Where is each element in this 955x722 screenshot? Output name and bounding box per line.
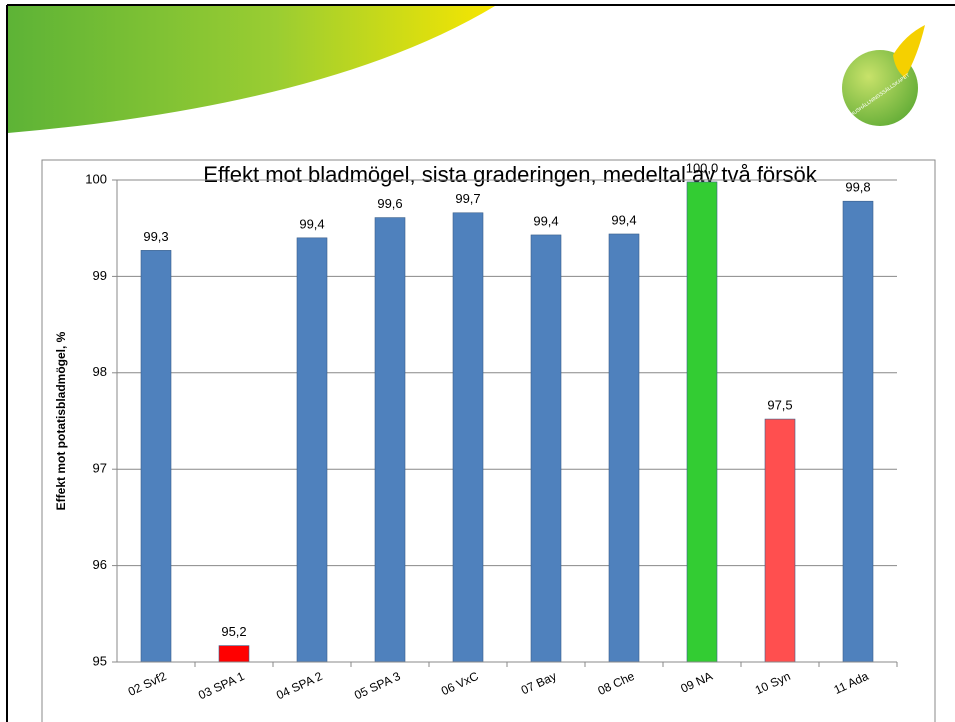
bar — [765, 419, 795, 662]
bar — [453, 213, 483, 662]
bar — [609, 234, 639, 662]
y-axis-title: Effekt mot potatisbladmögel, % — [54, 331, 68, 510]
y-tick-label: 95 — [93, 653, 107, 668]
value-label: 99,3 — [143, 229, 168, 244]
value-label: 99,4 — [299, 216, 324, 231]
bar — [219, 646, 249, 662]
value-label: 99,4 — [611, 212, 636, 227]
value-label: 99,4 — [533, 213, 558, 228]
bar — [297, 238, 327, 662]
value-label: 99,6 — [377, 196, 402, 211]
bar — [375, 218, 405, 662]
bar — [687, 182, 717, 662]
slide: HUSHÅLLNINGSSÄLLSKAPET Effekt mot bladmö… — [0, 0, 955, 722]
value-label: 97,5 — [767, 398, 792, 413]
y-tick-label: 98 — [93, 364, 107, 379]
value-label: 99,8 — [845, 180, 870, 195]
y-tick-label: 99 — [93, 268, 107, 283]
value-label: 100,0 — [686, 160, 719, 175]
y-tick-label: 100 — [85, 171, 107, 186]
bar — [843, 201, 873, 662]
y-tick-label: 96 — [93, 557, 107, 572]
value-label: 95,2 — [221, 624, 246, 639]
bar — [531, 235, 561, 662]
y-tick-label: 97 — [93, 461, 107, 476]
bar — [141, 250, 171, 662]
chart-title: Effekt mot bladmögel, sista graderingen,… — [203, 162, 817, 187]
value-label: 99,7 — [455, 191, 480, 206]
